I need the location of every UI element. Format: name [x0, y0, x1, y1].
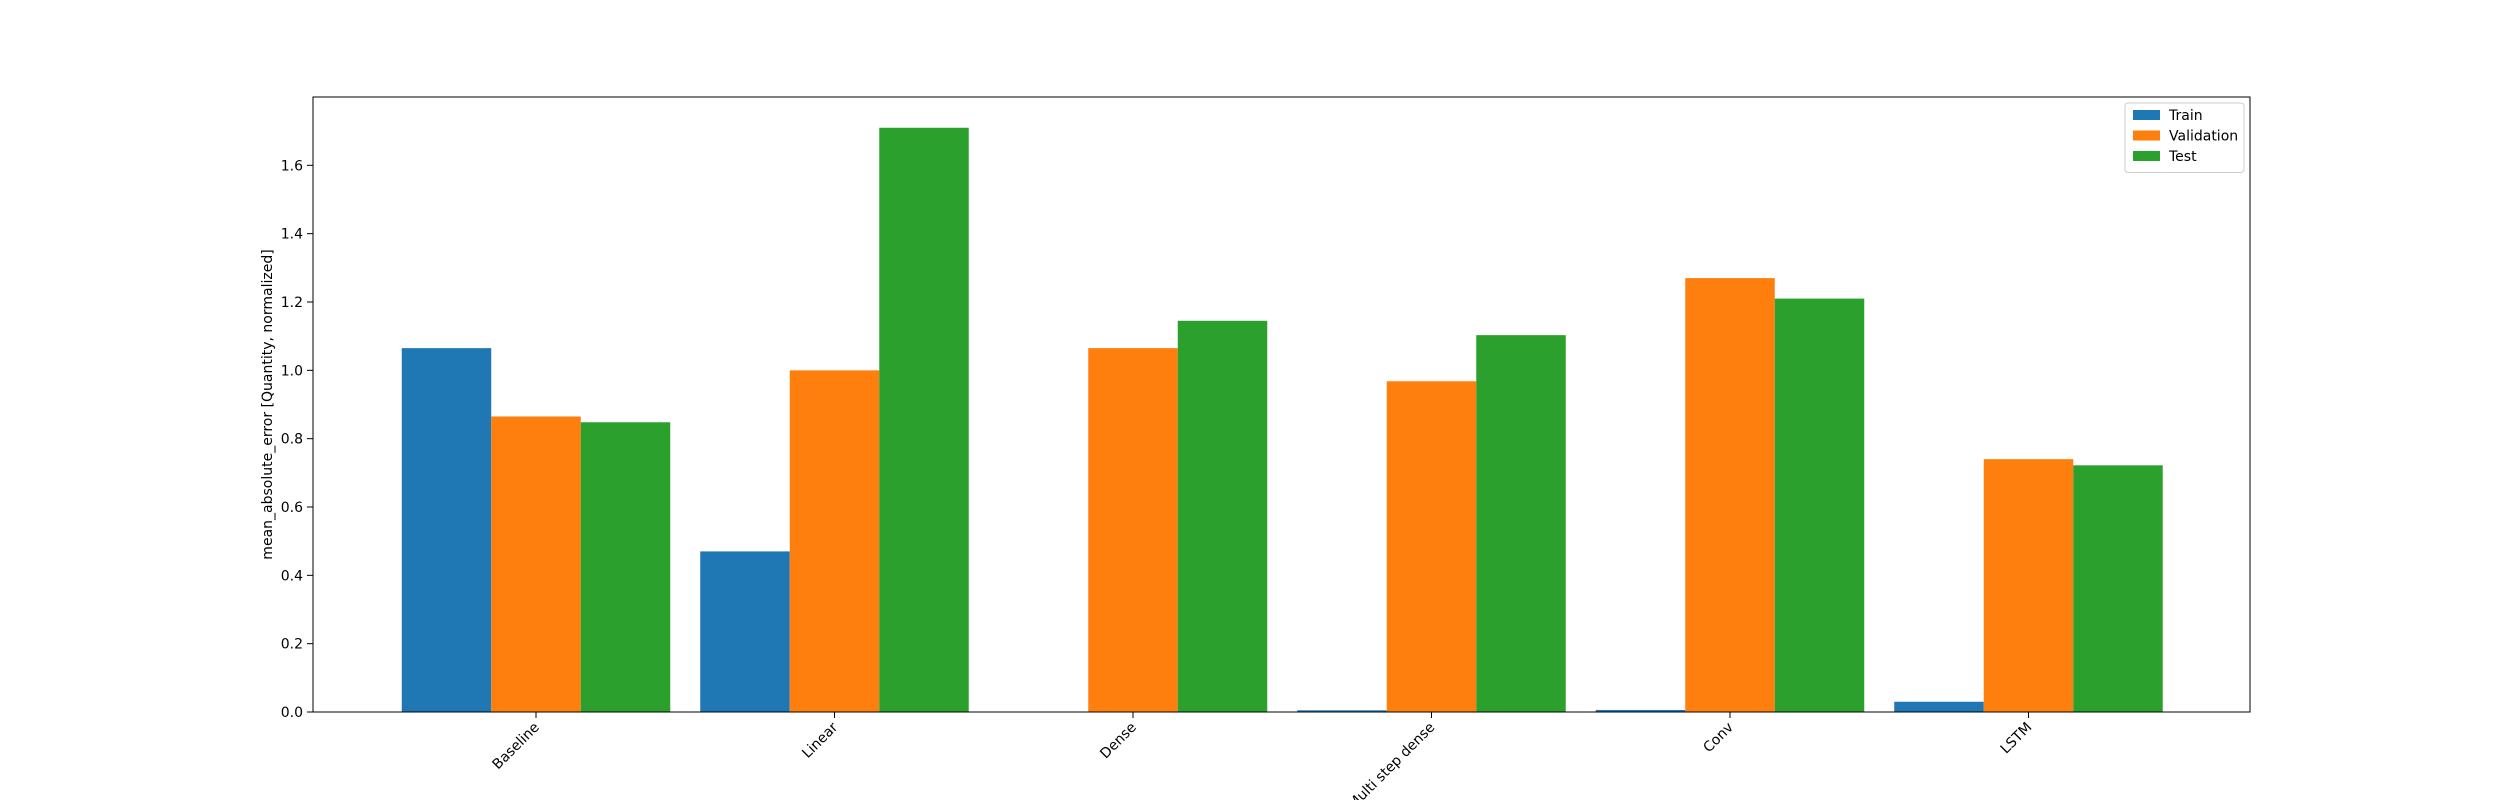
bars-layer — [401, 127, 2163, 712]
y-axis: 0.0 0.2 0.4 0.6 0.8 1.0 1.2 1.4 1.6 — [281, 158, 313, 721]
bar-test-dense — [1177, 320, 1268, 712]
bar-test-multi-step-dense — [1476, 335, 1566, 712]
legend: Train Validation Test — [2124, 102, 2245, 173]
y-tick-label: 1.4 — [281, 227, 303, 243]
legend-label-train: Train — [2168, 108, 2203, 124]
bar-train-linear — [700, 551, 790, 712]
y-axis-label: mean_absolute_error [Quantity, normalize… — [260, 249, 276, 559]
x-tick-label: Multi step dense — [1345, 720, 1438, 800]
y-tick-label: 0.2 — [281, 637, 303, 653]
bar-validation-baseline — [491, 416, 581, 712]
bar-test-conv — [1774, 298, 1865, 712]
x-tick-label: Conv — [1700, 720, 1736, 756]
x-axis: Baseline Linear Dense Multi step dense Conv L… — [490, 712, 2036, 800]
bar-validation-conv — [1685, 278, 1775, 712]
x-tick-label: Linear — [799, 719, 841, 761]
bar-test-lstm — [2073, 465, 2163, 712]
bar-test-linear — [879, 127, 969, 712]
y-tick-label: 0.4 — [281, 568, 303, 584]
y-tick-label: 0.6 — [281, 500, 303, 516]
x-tick-label: Dense — [1097, 720, 1140, 763]
bar-train-lstm — [1894, 701, 1984, 712]
legend-swatch-validation — [2133, 130, 2160, 141]
bar-train-baseline — [401, 348, 492, 712]
legend-swatch-test — [2133, 151, 2160, 161]
legend-label-test: Test — [2168, 149, 2197, 165]
legend-label-validation: Validation — [2169, 129, 2238, 145]
bar-train-multi-step-dense — [1297, 710, 1387, 712]
bar-validation-multi-step-dense — [1386, 381, 1477, 712]
legend-swatch-train — [2133, 110, 2160, 120]
bar-train-conv — [1595, 709, 1686, 712]
x-tick-label: Baseline — [490, 720, 543, 773]
y-tick-label: 1.0 — [281, 363, 303, 379]
y-tick-label: 1.2 — [281, 295, 303, 311]
bar-validation-lstm — [1983, 459, 2074, 712]
bar-validation-linear — [789, 370, 880, 712]
bar-validation-dense — [1088, 348, 1178, 712]
y-tick-label: 0.0 — [281, 705, 303, 721]
y-tick-label: 0.8 — [281, 432, 303, 448]
y-tick-label: 1.6 — [281, 158, 303, 174]
bar-test-baseline — [580, 422, 671, 712]
x-tick-label: LSTM — [1998, 720, 2036, 758]
plot-frame — [312, 96, 2251, 713]
